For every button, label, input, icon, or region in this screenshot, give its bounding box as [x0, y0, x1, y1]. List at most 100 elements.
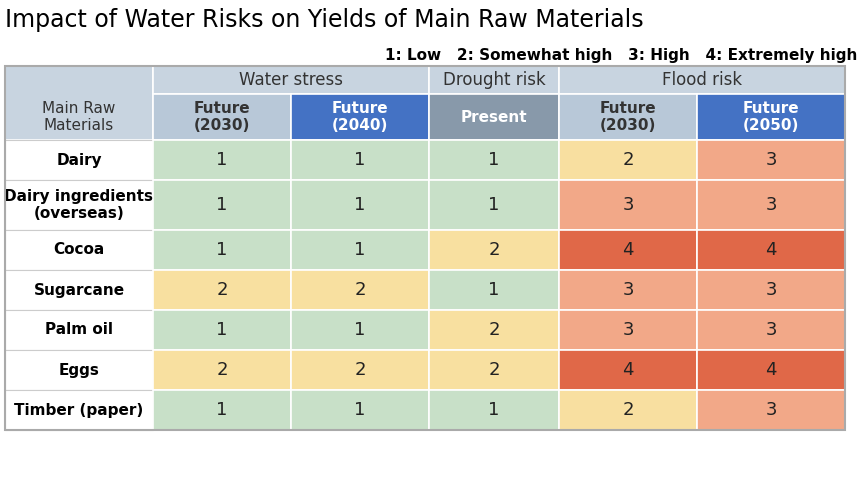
- Text: 1: 1: [355, 321, 366, 339]
- Bar: [153, 270, 291, 310]
- Text: 1: 1: [355, 151, 366, 169]
- Text: Sugarcane: Sugarcane: [34, 283, 125, 297]
- Text: 4: 4: [622, 361, 634, 379]
- Bar: [429, 270, 559, 310]
- Bar: [153, 230, 291, 270]
- Bar: [559, 180, 697, 230]
- Bar: [291, 390, 429, 430]
- Text: Timber (paper): Timber (paper): [15, 402, 144, 417]
- Text: 3: 3: [766, 321, 777, 339]
- Text: 1: 1: [355, 241, 366, 259]
- Bar: [5, 66, 845, 430]
- Text: 2: 2: [622, 151, 634, 169]
- Text: 2: 2: [216, 361, 227, 379]
- Text: 1: 1: [216, 241, 227, 259]
- Text: Cocoa: Cocoa: [54, 243, 105, 257]
- Text: 2: 2: [216, 281, 227, 299]
- Bar: [697, 270, 845, 310]
- Bar: [153, 94, 291, 140]
- Bar: [559, 66, 845, 94]
- Bar: [697, 180, 845, 230]
- Bar: [559, 94, 697, 140]
- Text: Drought risk: Drought risk: [443, 71, 545, 89]
- Text: 4: 4: [766, 361, 777, 379]
- Text: 2: 2: [488, 321, 500, 339]
- Bar: [429, 140, 559, 180]
- Text: 1: Low   2: Somewhat high   3: High   4: Extremely high: 1: Low 2: Somewhat high 3: High 4: Extre…: [385, 48, 857, 63]
- Bar: [153, 180, 291, 230]
- Text: 4: 4: [622, 241, 634, 259]
- Text: Flood risk: Flood risk: [662, 71, 742, 89]
- Text: 3: 3: [622, 196, 634, 214]
- Text: 3: 3: [622, 281, 634, 299]
- Bar: [5, 270, 153, 310]
- Bar: [429, 390, 559, 430]
- Bar: [5, 310, 153, 350]
- Text: 3: 3: [766, 151, 777, 169]
- Text: 1: 1: [355, 401, 366, 419]
- Bar: [697, 310, 845, 350]
- Text: 1: 1: [216, 401, 227, 419]
- Bar: [5, 180, 153, 230]
- Bar: [429, 180, 559, 230]
- Bar: [559, 270, 697, 310]
- Text: 2: 2: [622, 401, 634, 419]
- Bar: [559, 140, 697, 180]
- Text: 1: 1: [355, 196, 366, 214]
- Text: 1: 1: [216, 321, 227, 339]
- Bar: [5, 390, 153, 430]
- Text: Present: Present: [461, 109, 528, 125]
- Text: Eggs: Eggs: [59, 362, 99, 378]
- Bar: [5, 66, 153, 140]
- Bar: [559, 390, 697, 430]
- Bar: [291, 94, 429, 140]
- Text: Dairy: Dairy: [56, 152, 102, 167]
- Bar: [153, 66, 429, 94]
- Text: Main Raw
Materials: Main Raw Materials: [42, 101, 116, 133]
- Bar: [429, 94, 559, 140]
- Bar: [697, 390, 845, 430]
- Bar: [291, 310, 429, 350]
- Bar: [153, 390, 291, 430]
- Bar: [153, 350, 291, 390]
- Bar: [291, 140, 429, 180]
- Text: 2: 2: [488, 241, 500, 259]
- Bar: [559, 310, 697, 350]
- Bar: [291, 230, 429, 270]
- Text: 3: 3: [766, 196, 777, 214]
- Bar: [153, 310, 291, 350]
- Bar: [429, 230, 559, 270]
- Text: 3: 3: [766, 281, 777, 299]
- Text: 4: 4: [766, 241, 777, 259]
- Bar: [5, 140, 153, 180]
- Text: 1: 1: [216, 196, 227, 214]
- Text: Impact of Water Risks on Yields of Main Raw Materials: Impact of Water Risks on Yields of Main …: [5, 8, 644, 32]
- Bar: [291, 180, 429, 230]
- Text: 2: 2: [355, 281, 366, 299]
- Text: 3: 3: [766, 401, 777, 419]
- Text: 2: 2: [488, 361, 500, 379]
- Bar: [429, 66, 559, 94]
- Bar: [153, 140, 291, 180]
- Bar: [559, 230, 697, 270]
- Text: Dairy ingredients
(overseas): Dairy ingredients (overseas): [4, 189, 153, 221]
- Text: 1: 1: [489, 401, 500, 419]
- Bar: [429, 310, 559, 350]
- Bar: [697, 140, 845, 180]
- Bar: [291, 270, 429, 310]
- Bar: [429, 350, 559, 390]
- Text: 1: 1: [489, 281, 500, 299]
- Text: Future
(2040): Future (2040): [331, 101, 388, 133]
- Bar: [697, 94, 845, 140]
- Bar: [5, 230, 153, 270]
- Bar: [291, 350, 429, 390]
- Text: 1: 1: [489, 196, 500, 214]
- Bar: [697, 350, 845, 390]
- Text: Future
(2050): Future (2050): [743, 101, 799, 133]
- Text: 2: 2: [355, 361, 366, 379]
- Bar: [559, 350, 697, 390]
- Text: 3: 3: [622, 321, 634, 339]
- Text: Future
(2030): Future (2030): [194, 101, 250, 133]
- Text: 1: 1: [216, 151, 227, 169]
- Text: Water stress: Water stress: [239, 71, 343, 89]
